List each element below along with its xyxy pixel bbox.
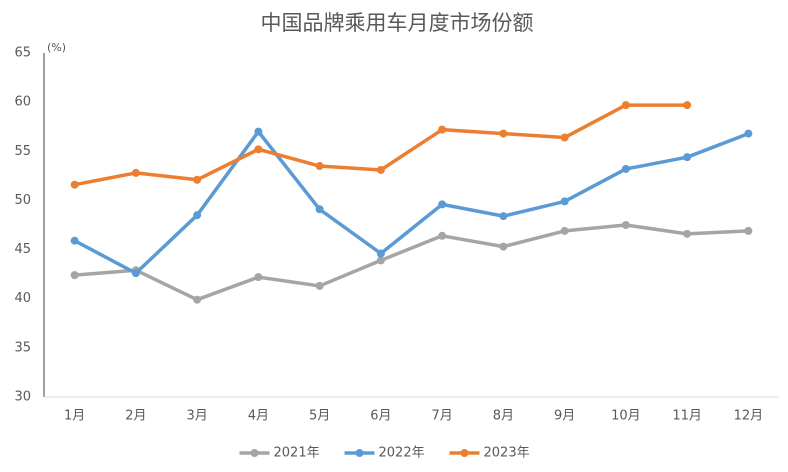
data-point — [621, 221, 630, 229]
data-point — [193, 295, 202, 304]
legend-marker — [460, 449, 469, 457]
data-point — [315, 281, 324, 290]
data-point — [621, 164, 630, 173]
y-tick-label: 55 — [14, 144, 31, 159]
x-tick-label: 6月 — [370, 409, 391, 424]
data-point — [499, 212, 508, 221]
x-tick-label: 2月 — [125, 409, 146, 424]
data-point — [744, 129, 753, 138]
data-point — [70, 180, 79, 189]
data-point — [499, 129, 508, 138]
data-point — [499, 242, 508, 251]
data-point — [376, 249, 385, 258]
y-tick-label: 60 — [14, 95, 31, 110]
data-point — [70, 271, 79, 280]
data-point — [131, 168, 140, 177]
data-point — [683, 101, 692, 110]
x-tick-label: 9月 — [554, 409, 575, 424]
x-tick-label: 11月 — [672, 409, 702, 424]
data-point — [70, 236, 79, 245]
x-tick-label: 8月 — [493, 409, 514, 424]
y-tick-label: 35 — [14, 340, 31, 355]
data-point — [560, 197, 569, 206]
data-point — [560, 226, 569, 235]
x-tick-label: 5月 — [309, 409, 330, 424]
y-tick-label: 50 — [14, 193, 31, 208]
series-line — [74, 223, 749, 302]
data-point — [621, 101, 630, 110]
x-tick-label: 7月 — [431, 409, 452, 424]
data-point — [315, 205, 324, 214]
x-tick-label: 3月 — [186, 409, 207, 424]
data-point — [193, 211, 202, 220]
data-point — [438, 125, 447, 134]
data-point — [131, 269, 140, 278]
y-tick-label: 40 — [14, 291, 31, 306]
y-unit: (%) — [47, 41, 66, 54]
data-point — [438, 200, 447, 209]
data-point — [438, 231, 447, 240]
legend-label: 2022年 — [379, 446, 425, 461]
x-tick-label: 4月 — [248, 409, 269, 424]
data-point — [254, 127, 263, 136]
legend-label: 2023年 — [484, 446, 530, 461]
legend-marker — [355, 449, 364, 457]
data-point — [254, 145, 263, 154]
x-tick-label: 10月 — [611, 409, 641, 424]
chart-title: 中国品牌乘用车月度市场份额 — [261, 11, 534, 35]
data-point — [683, 153, 692, 162]
data-point — [744, 226, 753, 235]
data-point — [254, 273, 263, 282]
data-point — [193, 175, 202, 184]
data-point — [376, 165, 385, 174]
x-tick-label: 12月 — [734, 409, 764, 424]
legend-label: 2021年 — [274, 446, 320, 461]
series-line — [73, 129, 750, 275]
legend-marker — [250, 449, 259, 457]
data-point — [560, 133, 569, 142]
data-point — [315, 162, 324, 171]
y-tick-label: 65 — [14, 46, 31, 61]
x-tick-label: 1月 — [64, 409, 85, 424]
y-tick-label: 45 — [14, 242, 31, 257]
y-tick-label: 30 — [14, 390, 31, 405]
data-point — [683, 229, 692, 238]
data-point — [376, 256, 385, 265]
